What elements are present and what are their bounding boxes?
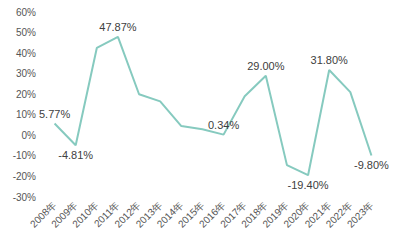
svg-text:5.77%: 5.77%	[39, 108, 70, 120]
svg-text:-9.80%: -9.80%	[354, 159, 389, 171]
svg-text:2018年: 2018年	[239, 199, 270, 230]
svg-text:31.80%: 31.80%	[311, 54, 349, 66]
svg-text:2008年: 2008年	[27, 199, 59, 230]
svg-text:2009年: 2009年	[49, 199, 80, 230]
svg-text:2013年: 2013年	[133, 199, 165, 230]
svg-text:29.00%: 29.00%	[247, 60, 285, 72]
svg-text:2011年: 2011年	[91, 199, 122, 230]
svg-text:0%: 0%	[22, 130, 37, 141]
svg-text:2010年: 2010年	[70, 199, 101, 230]
svg-text:2015年: 2015年	[175, 199, 207, 230]
svg-text:2022年: 2022年	[323, 199, 355, 230]
svg-text:-4.81%: -4.81%	[58, 149, 93, 161]
svg-text:-19.40%: -19.40%	[288, 179, 329, 191]
svg-text:50%: 50%	[16, 27, 36, 38]
svg-text:10%: 10%	[16, 109, 36, 120]
svg-text:2019年: 2019年	[260, 199, 291, 230]
svg-text:0.34%: 0.34%	[208, 119, 239, 131]
svg-text:47.87%: 47.87%	[99, 21, 137, 33]
svg-text:2023年: 2023年	[345, 199, 376, 230]
svg-text:2014年: 2014年	[154, 199, 186, 230]
svg-text:2016年: 2016年	[196, 199, 228, 230]
svg-text:60%: 60%	[16, 7, 36, 18]
svg-text:20%: 20%	[16, 89, 36, 100]
svg-text:2012年: 2012年	[112, 199, 143, 230]
svg-text:-20%: -20%	[13, 171, 36, 182]
svg-text:-30%: -30%	[13, 192, 36, 203]
svg-text:40%: 40%	[16, 48, 36, 59]
svg-text:30%: 30%	[16, 68, 36, 79]
svg-text:2021年: 2021年	[302, 199, 334, 230]
svg-text:-10%: -10%	[13, 150, 36, 161]
svg-text:2020年: 2020年	[281, 199, 312, 230]
svg-text:2017年: 2017年	[218, 199, 249, 230]
